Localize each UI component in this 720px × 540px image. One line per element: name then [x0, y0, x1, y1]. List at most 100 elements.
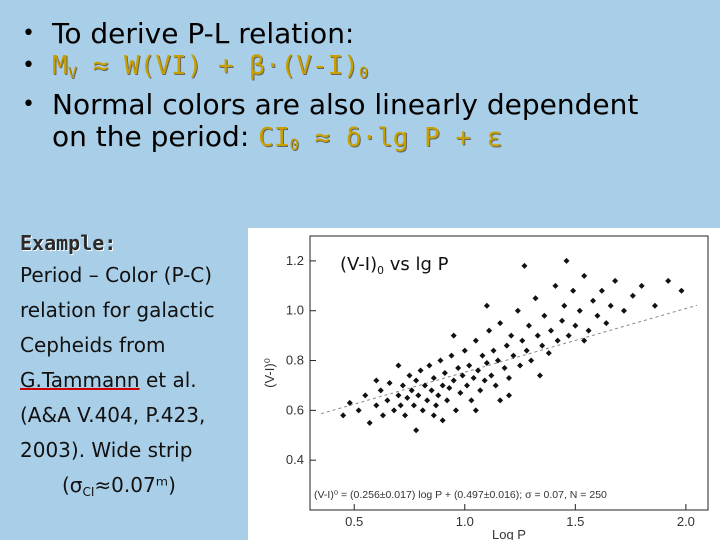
plot-frame: [309, 235, 709, 511]
data-point: [437, 357, 444, 364]
data-point: [486, 327, 493, 334]
data-point: [340, 412, 347, 419]
data-point: [539, 342, 546, 349]
data-point: [552, 282, 559, 289]
data-point: [559, 317, 566, 324]
data-point: [395, 362, 402, 369]
data-point: [404, 394, 411, 401]
data-point: [508, 332, 515, 339]
data-point: [483, 360, 490, 367]
data-point: [415, 392, 422, 399]
data-point: [488, 372, 495, 379]
bullet-item: • MV ≈ W(VI) + β·(V-I)0: [22, 50, 712, 89]
data-point: [514, 307, 521, 314]
color-formula: CI0 ≈ δ·lg P + ε: [258, 123, 503, 154]
data-point: [395, 392, 402, 399]
data-point: [523, 347, 530, 354]
data-point: [594, 312, 601, 319]
data-point: [603, 320, 610, 327]
data-point: [545, 350, 552, 357]
data-point: [472, 337, 479, 344]
data-point: [472, 407, 479, 414]
data-point: [421, 382, 428, 389]
x-tick-label: 1.0: [456, 514, 474, 529]
data-point: [483, 302, 490, 309]
scatter-plot: 0.5 1.0 1.5 2.0 0.4 0.6 0.8 1.0 1.2 Log P (V-I)⁰ (V…: [248, 228, 720, 540]
data-point: [519, 337, 526, 344]
data-point: [435, 392, 442, 399]
x-tick-label: 1.5: [566, 514, 584, 529]
data-point: [563, 257, 570, 264]
data-point: [638, 282, 645, 289]
data-point: [430, 412, 437, 419]
data-point: [366, 419, 373, 426]
data-point: [534, 332, 541, 339]
example-line: G.Tammann et al.: [20, 368, 197, 392]
data-point: [450, 332, 457, 339]
data-point: [521, 262, 528, 269]
fit-line: [320, 304, 698, 415]
data-point: [433, 402, 440, 409]
data-point: [572, 322, 579, 329]
bullet-dot: •: [22, 92, 35, 117]
data-point: [373, 377, 380, 384]
data-point: [494, 357, 501, 364]
data-point: [532, 295, 539, 302]
data-point: [455, 365, 462, 372]
y-tick-label: 0.4: [286, 452, 304, 467]
x-tick-label: 0.5: [345, 514, 363, 529]
data-point: [362, 392, 369, 399]
bullet-item: • To derive P-L relation:: [22, 18, 712, 50]
data-point: [490, 347, 497, 354]
data-point: [565, 332, 572, 339]
sigma-line: (σCI≈0.07ᵐ): [62, 473, 176, 499]
data-point: [459, 372, 466, 379]
data-point: [452, 407, 459, 414]
data-point: [386, 379, 393, 386]
data-point: [629, 292, 636, 299]
data-point: [355, 407, 362, 414]
data-point: [620, 307, 627, 314]
data-point: [481, 377, 488, 384]
data-point: [497, 397, 504, 404]
data-point: [379, 412, 386, 419]
data-point: [497, 320, 504, 327]
data-point: [506, 392, 512, 399]
author-link[interactable]: G.Tammann: [20, 368, 140, 392]
chart-title: (V-I)0 vs lg P: [340, 254, 449, 277]
data-point: [439, 382, 446, 389]
data-point: [503, 342, 510, 349]
data-point: [541, 312, 548, 319]
bullet-dot: •: [22, 21, 35, 46]
data-point: [439, 417, 446, 424]
data-point: [554, 337, 561, 344]
fit-annotation: (V-I)⁰ = (0.256±0.017) log P + (0.497±0.…: [314, 489, 607, 501]
data-point: [441, 370, 448, 376]
bullet-list: • To derive P-L relation: • MV ≈ W(VI) +…: [22, 18, 712, 161]
data-point: [581, 272, 588, 279]
data-point: [477, 387, 484, 394]
data-point: [426, 362, 433, 369]
y-tick-label: 0.6: [286, 402, 304, 417]
data-point: [448, 352, 455, 359]
data-point: [413, 427, 420, 434]
example-line: Period – Color (P-C): [20, 263, 213, 287]
data-point: [413, 377, 420, 384]
data-point: [576, 307, 583, 314]
data-point: [468, 397, 475, 404]
bullet-dot: •: [22, 53, 35, 78]
data-point: [510, 352, 517, 359]
data-point: [377, 387, 384, 394]
data-point: [428, 387, 435, 394]
data-point: [384, 397, 391, 404]
data-point: [585, 327, 592, 334]
data-point: [492, 382, 499, 389]
data-point: [517, 362, 524, 369]
chart-svg: 0.5 1.0 1.5 2.0 0.4 0.6 0.8 1.0 1.2 Log P (V-I)⁰ (V…: [262, 235, 709, 540]
data-point: [410, 402, 417, 409]
example-line: 2003). Wide strip: [20, 438, 193, 462]
data-point: [479, 352, 486, 359]
y-tick-label: 1.2: [286, 253, 304, 268]
data-point: [678, 287, 685, 294]
bullet-text: Normal colors are also linearly dependen…: [52, 88, 639, 155]
